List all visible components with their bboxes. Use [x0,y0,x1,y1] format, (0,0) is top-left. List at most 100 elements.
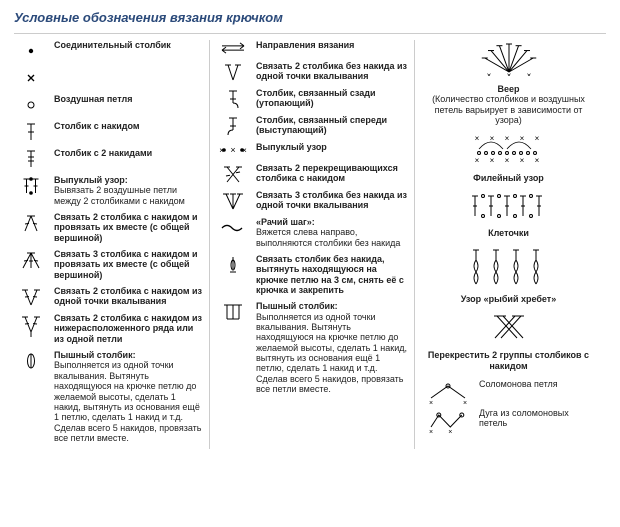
pattern-symbol: × × × [454,40,564,81]
svg-text:×: × [429,400,433,407]
pattern-label: Клеточки [488,228,529,238]
legend-label: Пышный столбик:Выполняется из одной точк… [54,350,203,443]
legend-label: Пышный столбик:Выполняется из одной точк… [256,301,408,394]
svg-text:×: × [219,146,224,155]
svg-text:×: × [519,134,524,143]
legend-label: Направления вязания [256,40,354,50]
pattern-label: Филейный узор [473,173,544,183]
legend-row: Столбик с накидом [14,121,203,142]
pattern-symbol: ×××× [474,312,544,347]
legend-row: Столбик, связанный сзади (утопающий) [216,88,408,109]
legend-columns: Соединительный столбик Воздушная петля Сто… [14,33,606,449]
symbol-arrows [216,40,250,55]
legend-label: Связать 3 столбика с накидом и провязать… [54,249,203,280]
pattern-label: Узор «рыбий хребет» [461,294,556,304]
symbol-wave [216,217,250,238]
svg-text:×: × [474,156,479,165]
legend-row: Связать 3 столбика без накида из одной т… [216,190,408,211]
symbol-fan2 [14,286,48,307]
legend-row: Связать 2 столбика без накида из одной т… [216,61,408,82]
symbol-puff [14,350,48,371]
pattern-label: Перекрестить 2 группы столбиков с накидо… [423,350,594,371]
legend-row [14,67,203,88]
legend-row: Столбик, связанный спереди (выступающий) [216,115,408,136]
pattern-row: ×× Дуга из соломоновых петель [423,408,594,431]
legend-label: Столбик с накидом [54,121,140,131]
legend-row: Направления вязания [216,40,408,55]
legend-label: Выпуклый узор [256,142,327,152]
pattern-label: Дуга из соломоновых петель [479,408,594,429]
pattern-solarc: ×× [423,408,473,431]
svg-text:×: × [242,146,247,155]
legend-label: Воздушная петля [54,94,132,104]
legend-label: Связать 2 столбика без накида из одной т… [256,61,408,82]
symbol-dec3top [14,249,48,270]
legend-label: Связать 3 столбика без накида из одной т… [256,190,408,211]
svg-text:×: × [534,156,539,165]
legend-row: Пышный столбик:Выполняется из одной точк… [216,301,408,394]
column-3: ×××Веер(Количество столбиков и воздушных… [414,40,594,449]
svg-text:×: × [489,156,494,165]
pattern-kletki: ××××× Клеточки [423,192,594,238]
legend-label: «Рачий шаг»:Вяжется слева направо, выпол… [256,217,408,248]
svg-text:×: × [526,71,531,76]
symbol-t2 [14,148,48,169]
symbol-x [14,67,48,88]
legend-label: Столбик, связанный сзади (утопающий) [256,88,408,109]
svg-text:×: × [486,71,491,76]
svg-text:×: × [504,156,509,165]
svg-text:×: × [463,400,467,407]
column-2: Направления вязания Связать 2 столбика бе… [209,40,414,449]
legend-label: Столбик с 2 накидами [54,148,152,158]
pattern-veer: × × × Веер(Количество столбиков и воздушных… [423,40,594,125]
symbol-dec2top [14,212,48,233]
symbol-t1 [14,121,48,142]
legend-row: Связать 2 столбика с накидом из нижерасп… [14,313,203,344]
svg-text:×: × [429,429,433,436]
legend-label: Связать 2 столбика с накидом из одной то… [54,286,203,307]
legend-row: Пышный столбик:Выполняется из одной точк… [14,350,203,443]
svg-text:×: × [474,134,479,143]
legend-row: Связать 2 перекрещивающихся столбика с н… [216,163,408,184]
symbol-long [216,254,250,275]
symbol-cross2 [216,163,250,184]
svg-text:×: × [504,134,509,143]
pattern-row: ××Соломонова петля [423,379,594,402]
svg-text:×: × [534,134,539,143]
symbol-fan3sc [216,190,250,211]
legend-label: Столбик, связанный спереди (выступающий) [256,115,408,136]
symbol-circle [14,94,48,115]
legend-row: Связать 2 столбика с накидом и провязать… [14,212,203,243]
legend-row: Связать столбик без накида, вытянуть нах… [216,254,408,295]
legend-label: Связать столбик без накида, вытянуть нах… [256,254,408,295]
legend-label: Соединительный столбик [54,40,171,50]
legend-row: Воздушная петля [14,94,203,115]
pattern-symbol: ×××××××××× [469,133,549,170]
symbol-relief2: × × × [216,142,250,157]
pattern-filet: ××××××××××Филейный узор [423,133,594,183]
svg-text:×: × [448,429,452,436]
legend-row: Связать 3 столбика с накидом и провязать… [14,249,203,280]
symbol-dot [14,40,48,61]
legend-label: Связать 2 столбика с накидом и провязать… [54,212,203,243]
pattern-symbol: ××××× [467,192,551,225]
legend-row: Выпуклый узор:Вывязать 2 воздушные петли… [14,175,203,206]
legend-label: Выпуклый узор:Вывязать 2 воздушные петли… [54,175,203,206]
column-1: Соединительный столбик Воздушная петля Сто… [14,40,209,449]
symbol-fan2b [14,313,48,334]
pattern-symbol [464,246,554,291]
legend-row: «Рачий шаг»:Вяжется слева направо, выпол… [216,217,408,248]
pattern-label: Веер(Количество столбиков и воздушных пе… [423,84,594,125]
symbol-relief [14,175,48,196]
symbol-puff2 [216,301,250,322]
symbol-back [216,88,250,109]
legend-label: Связать 2 столбика с накидом из нижерасп… [54,313,203,344]
legend-row: Соединительный столбик [14,40,203,61]
legend-row: × × × Выпуклый узор [216,142,408,157]
pattern-fish: Узор «рыбий хребет» [423,246,594,304]
svg-text:×: × [230,145,235,155]
pattern-solomon: ×× [423,379,473,402]
svg-text:×: × [506,71,511,76]
svg-text:×: × [519,156,524,165]
legend-row: Связать 2 столбика с накидом из одной то… [14,286,203,307]
